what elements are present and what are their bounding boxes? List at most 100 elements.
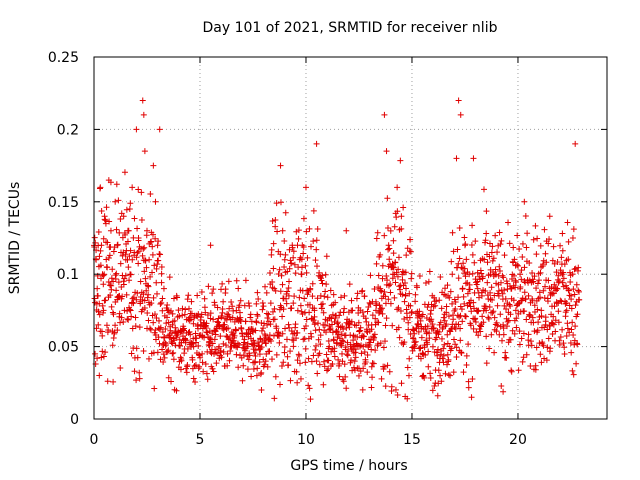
data-point [449,271,456,278]
data-point [404,395,411,402]
data-point [435,367,442,374]
data-point [361,348,368,355]
data-point [379,310,386,317]
data-point [294,329,301,336]
data-point [538,313,545,320]
data-point [567,340,574,346]
data-point [529,314,536,321]
data-point [470,325,477,332]
data-point [514,232,521,239]
data-point [432,302,439,309]
data-point [264,363,271,370]
data-point [122,231,129,238]
data-point [527,362,534,369]
data-point [464,290,471,297]
data-point [285,362,292,369]
data-point [551,303,558,310]
data-point [169,310,176,317]
data-point [442,285,449,292]
data-point [470,155,477,162]
data-point [556,278,563,285]
data-point [558,254,565,261]
data-point [327,325,334,332]
data-point [304,254,311,261]
data-point [512,284,519,291]
data-point [359,309,366,316]
data-point [458,350,465,356]
data-point [504,318,511,325]
data-point [133,296,140,303]
data-point [183,369,190,376]
data-point [263,289,270,296]
data-point [290,343,297,350]
data-point [480,186,487,193]
data-point [214,304,221,311]
data-point [158,263,165,270]
data-point [494,302,501,309]
data-point [487,289,494,296]
data-point [259,299,266,306]
data-point [483,208,490,215]
data-point [160,359,167,366]
data-point [277,288,284,295]
data-point [164,314,171,321]
data-point [155,317,162,324]
data-point [215,315,222,322]
data-point [475,307,482,314]
data-point [135,237,142,244]
data-point [534,306,541,313]
data-point [99,332,106,339]
data-point [95,321,102,328]
data-point [307,286,314,293]
data-point [559,230,566,237]
data-point [371,285,378,292]
data-point [336,312,343,319]
data-point [117,260,124,267]
data-point [467,303,474,310]
data-point [500,388,507,395]
data-point [383,273,390,280]
data-point [440,352,447,359]
data-point [461,265,468,272]
data-point [199,359,206,366]
data-point [188,340,195,347]
data-point [469,376,476,383]
data-point [450,369,457,376]
data-point [141,305,148,312]
data-point [320,358,327,365]
data-point [407,302,414,309]
data-point [463,361,470,368]
data-point [170,356,177,363]
data-point [321,322,328,329]
data-point [512,307,519,314]
data-point [364,351,371,358]
data-point [380,344,387,351]
data-point [385,242,392,249]
data-point [568,349,575,356]
data-point [483,360,490,367]
data-point [246,303,253,310]
data-point [350,343,357,350]
data-point [184,345,191,352]
data-point [358,350,365,357]
data-point [340,338,347,345]
data-point [450,336,457,343]
data-point [266,348,273,355]
data-point [273,325,280,332]
data-point [156,126,163,133]
data-point [282,209,289,216]
data-point [258,387,265,394]
data-point [108,286,115,293]
data-point [129,325,136,332]
data-point [277,199,284,206]
data-point [184,296,191,303]
data-point [396,334,403,341]
data-point [162,341,169,348]
data-point [496,229,503,236]
data-point [462,313,469,320]
data-point [143,232,150,239]
data-point [261,320,268,327]
data-point [527,338,534,345]
data-point [408,275,415,282]
data-point [426,335,433,342]
